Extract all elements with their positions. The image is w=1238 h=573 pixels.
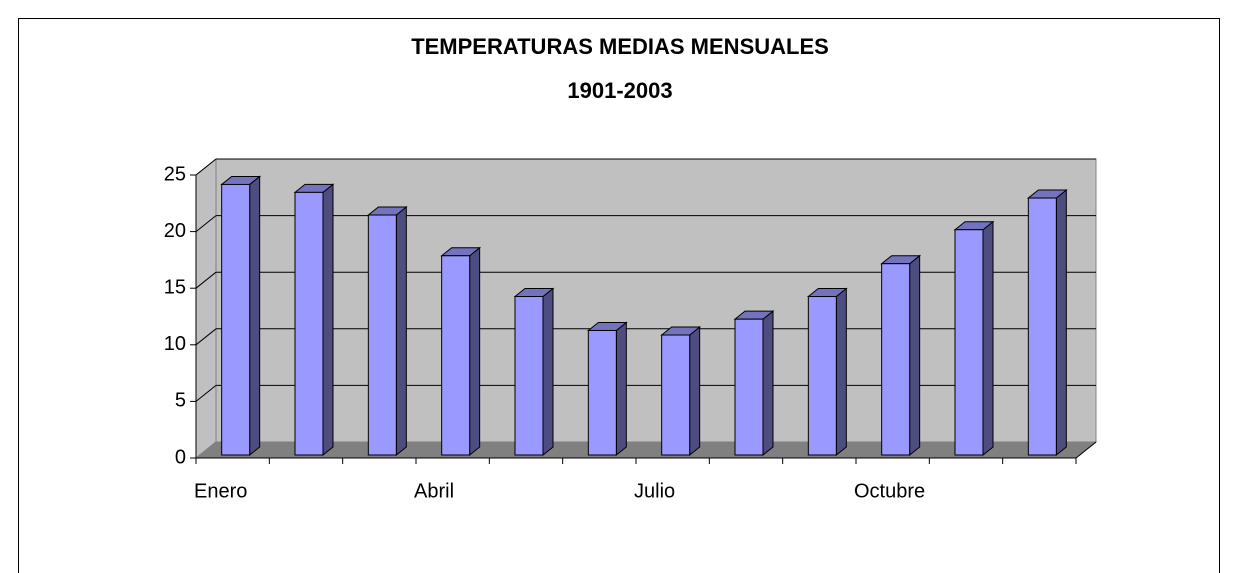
x-tick-label: Abril (414, 480, 454, 502)
y-tick-label: 10 (164, 333, 186, 355)
side-wall (195, 157, 217, 460)
chart-subtitle: 1901-2003 (567, 78, 672, 103)
bar-side (469, 246, 481, 457)
bar-side (1055, 188, 1067, 457)
bar (221, 183, 251, 456)
y-tick-label: 20 (164, 220, 186, 242)
bar (514, 296, 544, 456)
x-tick-label: Julio (634, 480, 675, 502)
bar-side (615, 321, 627, 457)
bar (807, 296, 837, 456)
y-tick-label: 15 (164, 276, 186, 298)
bar-side (982, 220, 994, 457)
bar-side (322, 183, 334, 457)
bar (587, 329, 617, 456)
bar (441, 255, 471, 456)
bar (367, 214, 397, 456)
bar-side (909, 254, 921, 457)
bar (1027, 197, 1057, 456)
bar-side (835, 287, 847, 457)
bar (294, 191, 324, 456)
bar-side (542, 287, 554, 457)
bar (881, 263, 911, 456)
bar (661, 334, 691, 456)
grid-line (195, 158, 217, 176)
y-tick-label: 25 (164, 163, 186, 185)
bar-side (395, 205, 407, 457)
x-axis-edge (1075, 441, 1097, 459)
y-tick-label: 5 (175, 390, 186, 412)
y-tick-label: 0 (175, 446, 186, 468)
x-tick-label: Enero (194, 480, 247, 502)
grid-line (195, 215, 217, 232)
grid-line (195, 385, 217, 402)
bar (954, 229, 984, 456)
chart-title: TEMPERATURAS MEDIAS MENSUALES (411, 34, 829, 59)
grid-line (195, 271, 217, 289)
x-tick-label: Octubre (854, 480, 925, 502)
bar-side (249, 175, 261, 457)
bar-side (689, 325, 701, 457)
bar-side (762, 310, 774, 457)
grid-line (195, 328, 217, 346)
bar (734, 318, 764, 456)
